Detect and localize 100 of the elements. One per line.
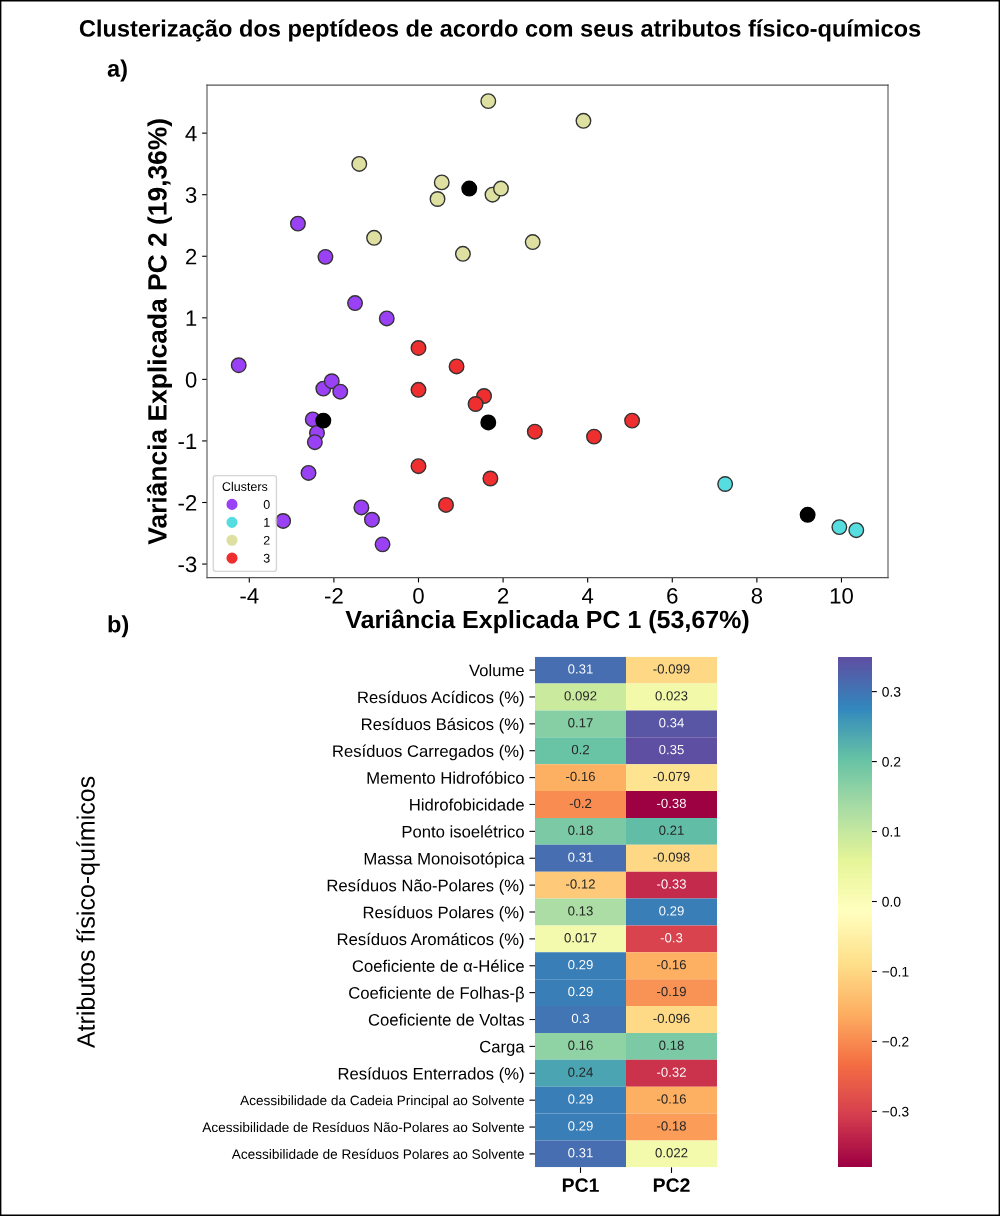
y-tick-label: Acessibilidade de Resíduos Não-Polares ao Solvente [202, 1121, 524, 1133]
y-tick-label: Resíduos Polares (%) [363, 905, 524, 922]
data-label: -0.16 [657, 1094, 686, 1104]
point [586, 428, 603, 445]
y-tick-label: Resíduos Enterrados (%) [338, 1067, 524, 1083]
point [492, 180, 509, 197]
point [433, 174, 450, 191]
point [317, 248, 334, 265]
data-label: -0.33 [657, 879, 686, 889]
y-tick-label: Resíduos Carregados (%) [333, 744, 524, 761]
data-label: 0.29 [659, 906, 684, 916]
x-tick-label: -4 [240, 588, 259, 604]
y-tick-label: Resíduos Aromáticos (%) [337, 932, 524, 949]
data-label: 0.31 [568, 1148, 593, 1158]
data-label: -0.19 [657, 986, 686, 997]
x-tick-label: 4 [582, 588, 594, 604]
data-label: 0.31 [568, 852, 593, 862]
data-label: 0.17 [568, 718, 593, 728]
point [363, 511, 380, 528]
y-tick-label: Memento Hidrofóbico [367, 771, 524, 784]
point [461, 180, 478, 197]
color-bar-label: −0.3 [882, 1106, 909, 1117]
point [482, 470, 499, 487]
data-label: 0.18 [568, 825, 593, 835]
data-label: 0.29 [568, 1094, 593, 1104]
point [351, 155, 368, 172]
point [230, 357, 247, 374]
point [524, 234, 541, 251]
point [353, 499, 370, 516]
data-label: 0.092 [564, 691, 597, 701]
data-label: -0.079 [653, 771, 690, 782]
x-axis-title: Variância Explicada PC 1 (53,67%) [345, 609, 749, 634]
point [366, 229, 383, 246]
color-bar-label: 0.1 [882, 826, 901, 837]
point [831, 519, 848, 536]
y-tick-label: -2 [178, 495, 197, 511]
y-tick-label: 3 [185, 187, 197, 203]
point [429, 191, 446, 207]
y-tick-label: Resíduos Não-Polares (%) [327, 878, 524, 895]
data-label: -0.099 [653, 664, 690, 674]
point [378, 310, 395, 327]
point [438, 496, 454, 513]
data-label: -0.2 [569, 798, 592, 809]
data-label: 0.24 [568, 1067, 593, 1077]
text: b) [108, 615, 129, 638]
y-tick-label: 4 [185, 125, 197, 142]
color-bar-label: 0.3 [882, 686, 901, 697]
x-tick-label: 8 [751, 587, 763, 604]
point [624, 412, 641, 429]
legend-title: Clusters [222, 481, 268, 492]
color-bar-label: 0.2 [882, 756, 901, 767]
point [480, 414, 497, 431]
data-label: 0.2 [571, 744, 590, 755]
data-label: -0.3 [660, 933, 683, 943]
data-label: -0.38 [657, 798, 686, 809]
data-label: 0.35 [659, 744, 684, 755]
legend-label: 1 [264, 518, 270, 527]
y-axis-title: Variância Explicada PC 2 (19,36%) [146, 119, 172, 545]
data-label: 0.18 [659, 1040, 684, 1050]
y-tick-label: Coeficiente de Voltas [368, 1013, 524, 1026]
point [289, 215, 306, 232]
y-tick-label: 2 [186, 248, 197, 265]
data-label: -0.12 [566, 879, 595, 889]
data-label: 0.29 [568, 1121, 593, 1131]
data-label: 0.023 [655, 691, 688, 701]
x-tick-label: PC1 [562, 1178, 599, 1193]
y-tick-label: Ponto isoelétrico [402, 825, 524, 838]
legend-label: 2 [263, 535, 270, 545]
point [300, 464, 317, 481]
y-tick-label: Acessibilidade da Cadeia Principal ao Solvente [240, 1095, 524, 1108]
data-label: -0.096 [653, 1013, 690, 1024]
data-label: 0.13 [568, 906, 593, 916]
data-label: 0.017 [564, 933, 597, 943]
point [374, 536, 391, 553]
y-axis-title: Atributos físico-químicos [76, 776, 100, 1049]
data-label: 0.29 [568, 959, 593, 970]
y-tick-label: Resíduos Básicos (%) [362, 717, 524, 734]
y-tick-label: Coeficiente de α-Hélice [352, 959, 524, 972]
data-label: -0.16 [566, 771, 595, 782]
color-bar-label: 0.0 [882, 896, 901, 907]
data-label: 0.16 [568, 1040, 593, 1050]
point [467, 396, 484, 412]
point [410, 381, 427, 398]
data-label: -0.16 [657, 959, 686, 970]
data-label: -0.32 [657, 1067, 686, 1077]
y-tick-label: Acessibilidade de Resíduos Polares ao Solvente [231, 1148, 524, 1159]
color-bar-label: −0.1 [882, 966, 909, 977]
point [306, 434, 323, 451]
y-tick-label: Resíduos Acídicos (%) [358, 690, 524, 707]
point [332, 383, 349, 400]
y-tick-label: Carga [480, 1040, 525, 1056]
y-tick-label: -1 [178, 433, 197, 449]
data-label: -0.18 [657, 1121, 686, 1131]
point [347, 295, 364, 312]
data-label: 0.3 [571, 1013, 590, 1024]
text: a) [107, 59, 127, 82]
point [480, 93, 497, 110]
x-tick-label: PC2 [653, 1178, 690, 1193]
point [448, 358, 465, 375]
data-label: 0.21 [659, 825, 684, 835]
